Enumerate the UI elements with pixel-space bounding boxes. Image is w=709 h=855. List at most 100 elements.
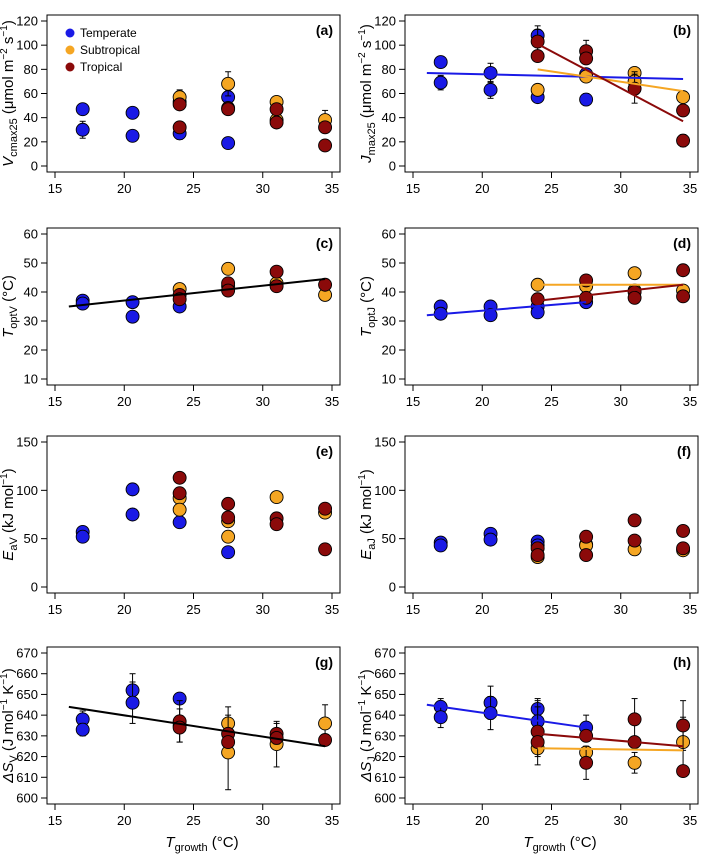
data-point-tropical: [579, 755, 594, 770]
data-point-tropical: [579, 548, 594, 563]
panel-label: (h): [673, 654, 691, 670]
data-point-tropical: [318, 120, 333, 135]
y-tick-label: 650: [374, 687, 396, 702]
y-axis-title-sub: optJ: [366, 307, 378, 328]
x-tick-label: 35: [325, 394, 339, 409]
y-axis-title-end: ): [0, 468, 17, 473]
y-tick-label: 150: [16, 435, 38, 450]
data-point-temperate: [483, 308, 498, 323]
legend-label-temperate: Temperate: [80, 26, 137, 40]
svg-text:Tgrowth (°C): Tgrowth (°C): [523, 834, 596, 854]
x-axis-title-sub: growth: [533, 842, 566, 854]
fit-line-subtropical: [537, 68, 684, 93]
plot-frame: [404, 646, 699, 805]
data-point-subtropical: [627, 266, 642, 281]
y-axis-title: ΔSJ (J mol−1 K−1): [357, 669, 378, 783]
y-axis-title: ToptV (°C): [0, 275, 20, 338]
x-tick-label: 20: [475, 181, 489, 196]
y-tick-label: 660: [16, 666, 38, 681]
data-point-tropical: [579, 728, 594, 743]
data-point-tropical: [676, 133, 691, 148]
data-point-subtropical: [530, 82, 545, 97]
data-point-tropical: [627, 712, 642, 727]
x-tick-label: 25: [544, 394, 558, 409]
y-tick-label: 610: [374, 770, 396, 785]
x-tick-label: 20: [475, 602, 489, 617]
x-tick-label: 25: [186, 181, 200, 196]
data-point-tropical: [676, 541, 691, 556]
y-axis-title-sup: −2: [357, 52, 368, 64]
y-axis-title-sub: max25: [366, 122, 378, 155]
data-point-tropical: [676, 103, 691, 118]
data-point-subtropical: [221, 529, 236, 544]
plot-frame: [46, 227, 341, 386]
y-tick-label: 50: [24, 531, 38, 546]
y-tick-label: 660: [374, 666, 396, 681]
x-tick-label: 15: [406, 394, 420, 409]
data-point-temperate: [433, 55, 448, 70]
x-tick-label: 20: [117, 813, 131, 828]
y-tick-label: 20: [24, 343, 38, 358]
y-tick-label: 620: [16, 749, 38, 764]
y-tick-label: 630: [374, 728, 396, 743]
data-point-tropical: [269, 279, 284, 294]
data-point-tropical: [627, 513, 642, 528]
x-tick-label: 30: [256, 181, 270, 196]
y-axis-title-sup: −1: [0, 698, 10, 710]
data-point-temperate: [483, 66, 498, 80]
x-tick-label: 25: [186, 602, 200, 617]
y-tick-label: 40: [24, 110, 38, 125]
y-tick-label: 120: [16, 14, 38, 29]
y-tick-label: 670: [16, 646, 38, 661]
data-point-temperate: [530, 305, 545, 320]
panel-h: 15 20 25 30 35 600 610 620 630 640 650 660 670 (h) ΔSJ…: [357, 646, 699, 828]
legend-marker-subtropical: [65, 45, 75, 55]
data-point-temperate: [483, 82, 498, 97]
fit-line-tropical: [537, 732, 684, 748]
data-point-temperate: [125, 128, 140, 143]
y-axis-title-main: ΔS: [0, 763, 17, 784]
data-point-subtropical: [269, 490, 284, 505]
svg-text:Tgrowth (°C): Tgrowth (°C): [165, 834, 238, 854]
y-axis-title-main: T: [358, 326, 375, 337]
data-point-tropical: [172, 486, 187, 501]
y-tick-label: 100: [16, 38, 38, 53]
y-tick-label: 60: [382, 86, 396, 101]
legend-label-subtropical: Subtropical: [80, 43, 140, 57]
data-point-tropical: [269, 517, 284, 532]
y-axis-title-sup: −2: [0, 48, 10, 60]
data-point-tropical: [676, 289, 691, 304]
x-tick-label: 20: [117, 602, 131, 617]
data-point-subtropical: [318, 716, 333, 731]
fit-line-fit-all: [68, 705, 326, 748]
y-axis-title-unit: (kJ mol: [358, 486, 375, 539]
legend-label-tropical: Tropical: [80, 60, 122, 74]
data-point-subtropical: [676, 90, 691, 105]
fit-line-subtropical: [537, 747, 684, 752]
y-axis-title-sub: J: [366, 756, 378, 762]
y-axis-title-sup: −1: [0, 473, 10, 485]
y-tick-label: 100: [374, 483, 396, 498]
y-tick-label: 40: [24, 285, 38, 300]
plot-frame: [404, 435, 699, 594]
y-axis-title-sup: −1: [0, 673, 10, 685]
data-point-tropical: [318, 277, 333, 292]
data-point-temperate: [125, 309, 140, 324]
data-point-tropical: [676, 718, 691, 733]
y-tick-label: 0: [31, 580, 38, 595]
legend: Temperate Subtropical Tropical: [65, 26, 140, 74]
data-point-subtropical: [221, 261, 236, 276]
data-point-temperate: [433, 538, 448, 553]
data-point-tropical: [318, 733, 333, 747]
y-tick-label: 630: [16, 728, 38, 743]
data-point-temperate: [75, 722, 90, 737]
y-tick-label: 0: [389, 580, 396, 595]
y-axis-title-sub: aJ: [366, 538, 378, 550]
x-tick-label: 25: [544, 813, 558, 828]
y-tick-label: 650: [16, 687, 38, 702]
y-tick-label: 620: [374, 749, 396, 764]
data-point-tropical: [676, 764, 691, 779]
x-tick-label: 35: [325, 181, 339, 196]
panel-label: (f): [677, 443, 691, 459]
